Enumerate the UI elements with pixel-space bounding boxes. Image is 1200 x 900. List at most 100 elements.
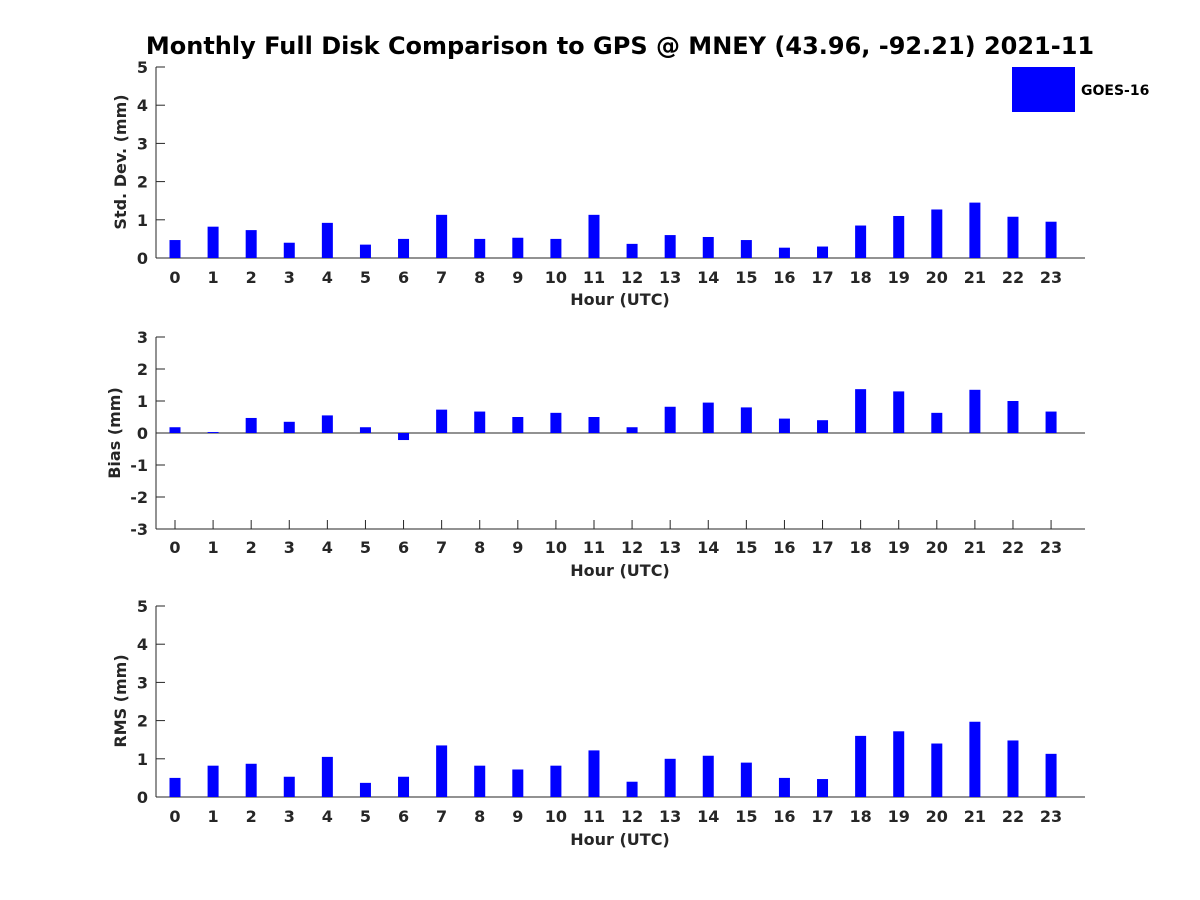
x-tick-label: 22 — [1002, 538, 1024, 557]
bar-hour-7 — [436, 745, 448, 797]
bar-hour-17 — [817, 420, 829, 433]
bar-hour-4 — [321, 415, 333, 433]
x-tick-label: 23 — [1040, 268, 1062, 287]
x-tick-label: 13 — [659, 538, 681, 557]
x-tick-label: 15 — [735, 538, 757, 557]
bar-hour-7 — [436, 409, 448, 433]
x-axis-label: Hour (UTC) — [570, 830, 670, 849]
bar-hour-23 — [1045, 221, 1057, 258]
x-tick-label: 8 — [474, 807, 485, 826]
bar-hour-12 — [626, 243, 638, 258]
x-tick-label: 0 — [169, 268, 180, 287]
bar-hour-7 — [436, 214, 448, 258]
bar-hour-19 — [893, 391, 905, 433]
bar-hour-1 — [207, 765, 219, 797]
bar-hour-14 — [702, 755, 714, 797]
bar-hour-11 — [588, 417, 600, 433]
x-tick-label: 17 — [811, 538, 833, 557]
y-tick-label: 1 — [137, 392, 148, 411]
bar-hour-1 — [207, 226, 219, 258]
y-tick-label: 2 — [137, 173, 148, 192]
y-tick-label: 0 — [137, 788, 148, 807]
bar-hour-20 — [931, 209, 943, 258]
y-tick-label: -1 — [130, 456, 148, 475]
y-axis-label: Bias (mm) — [105, 387, 124, 479]
y-axis-label: Std. Dev. (mm) — [111, 94, 130, 229]
bar-hour-22 — [1007, 216, 1019, 258]
bar-hour-9 — [512, 417, 524, 433]
bar-hour-16 — [778, 247, 790, 258]
x-tick-label: 21 — [964, 268, 986, 287]
bar-hour-5 — [359, 782, 371, 797]
legend-swatch — [1012, 67, 1075, 112]
bar-hour-23 — [1045, 411, 1057, 433]
x-tick-label: 11 — [583, 538, 605, 557]
x-tick-label: 14 — [697, 538, 719, 557]
x-tick-label: 20 — [926, 807, 948, 826]
y-axis-label: RMS (mm) — [111, 654, 130, 747]
bar-hour-21 — [969, 202, 981, 258]
bar-hour-17 — [817, 246, 829, 258]
bar-hour-1 — [207, 432, 219, 433]
bar-hour-21 — [969, 721, 981, 797]
x-tick-label: 5 — [360, 538, 371, 557]
y-tick-label: -3 — [130, 520, 148, 539]
x-tick-label: 0 — [169, 538, 180, 557]
y-tick-label: 4 — [137, 635, 148, 654]
x-tick-label: 12 — [621, 538, 643, 557]
bar-hour-15 — [740, 407, 752, 433]
x-tick-label: 14 — [697, 807, 719, 826]
bar-hour-12 — [626, 781, 638, 797]
x-tick-label: 12 — [621, 807, 643, 826]
bar-hour-20 — [931, 412, 943, 433]
bar-hour-0 — [169, 427, 181, 433]
bar-hour-6 — [398, 433, 410, 441]
bar-hour-5 — [359, 244, 371, 258]
y-tick-label: 2 — [137, 712, 148, 731]
bar-hour-19 — [893, 215, 905, 258]
x-tick-label: 10 — [545, 268, 567, 287]
x-tick-label: 22 — [1002, 268, 1024, 287]
x-tick-label: 23 — [1040, 807, 1062, 826]
x-tick-label: 10 — [545, 538, 567, 557]
x-tick-label: 0 — [169, 807, 180, 826]
x-tick-label: 1 — [208, 807, 219, 826]
bar-hour-9 — [512, 769, 524, 797]
y-tick-label: 0 — [137, 424, 148, 443]
bar-hour-8 — [474, 238, 486, 258]
x-tick-label: 6 — [398, 807, 409, 826]
x-tick-label: 14 — [697, 268, 719, 287]
bar-hour-3 — [283, 776, 295, 797]
x-tick-label: 13 — [659, 807, 681, 826]
bar-hour-16 — [778, 418, 790, 433]
bar-hour-2 — [245, 417, 257, 433]
x-tick-label: 15 — [735, 268, 757, 287]
bar-hour-19 — [893, 731, 905, 797]
x-tick-label: 8 — [474, 268, 485, 287]
x-tick-label: 22 — [1002, 807, 1024, 826]
y-tick-label: 1 — [137, 211, 148, 230]
bar-hour-20 — [931, 743, 943, 797]
x-tick-label: 7 — [436, 268, 447, 287]
y-tick-label: 4 — [137, 96, 148, 115]
bar-hour-22 — [1007, 401, 1019, 433]
x-tick-label: 6 — [398, 538, 409, 557]
bar-hour-0 — [169, 240, 181, 258]
chart-title: Monthly Full Disk Comparison to GPS @ MN… — [146, 32, 1094, 60]
bar-hour-14 — [702, 236, 714, 258]
x-tick-label: 18 — [849, 268, 871, 287]
x-tick-label: 21 — [964, 538, 986, 557]
x-tick-label: 17 — [811, 268, 833, 287]
bar-hour-18 — [855, 389, 867, 433]
x-tick-label: 20 — [926, 538, 948, 557]
x-tick-label: 9 — [512, 538, 523, 557]
x-tick-label: 15 — [735, 807, 757, 826]
bar-hour-11 — [588, 214, 600, 258]
x-tick-label: 23 — [1040, 538, 1062, 557]
x-tick-label: 5 — [360, 807, 371, 826]
bar-hour-14 — [702, 402, 714, 433]
bar-hour-2 — [245, 763, 257, 797]
x-tick-label: 19 — [888, 807, 910, 826]
x-tick-label: 19 — [888, 268, 910, 287]
